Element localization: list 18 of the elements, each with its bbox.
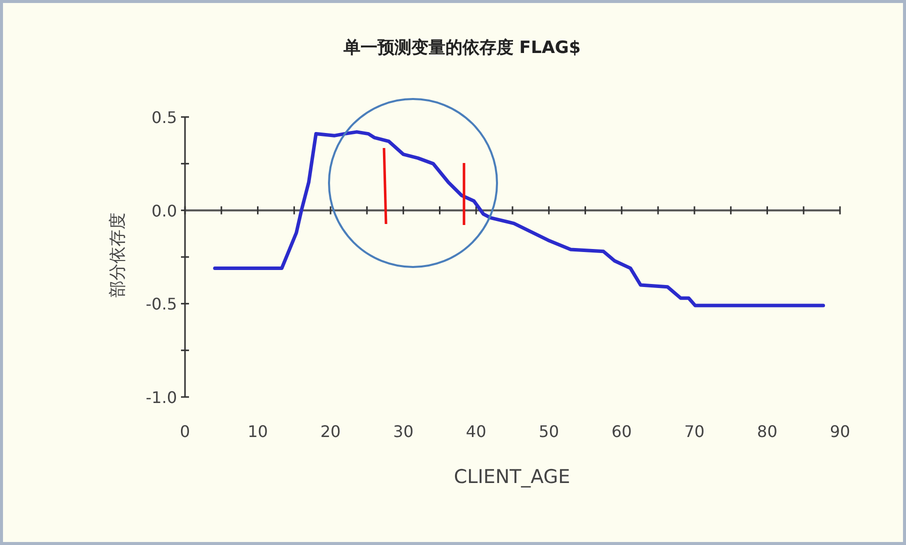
- y-axis-title: 部分依存度: [108, 212, 128, 298]
- y-tick-label: 0.5: [152, 108, 177, 127]
- x-tick-label: 80: [757, 422, 778, 441]
- chart-title: 单一预测变量的依存度 FLAG$: [342, 38, 581, 58]
- x-tick-label: 30: [393, 422, 414, 441]
- x-tick-label: 10: [248, 422, 268, 441]
- x-tick-label: 20: [320, 422, 341, 441]
- x-tick-label: 50: [538, 422, 560, 441]
- line-series: [213, 130, 826, 308]
- y-tick-label: -1.0: [146, 388, 177, 407]
- x-axis-title: CLIENT_AGE: [454, 466, 570, 488]
- y-tick-label: -0.5: [146, 294, 177, 314]
- x-tick-label: 90: [830, 422, 850, 441]
- x-tick-label: 70: [684, 422, 705, 441]
- x-tick-label: 0: [180, 422, 190, 441]
- x-tick-label: 60: [611, 422, 632, 441]
- y-tick-label: 0.0: [152, 201, 177, 220]
- x-tick-label: 40: [466, 422, 486, 441]
